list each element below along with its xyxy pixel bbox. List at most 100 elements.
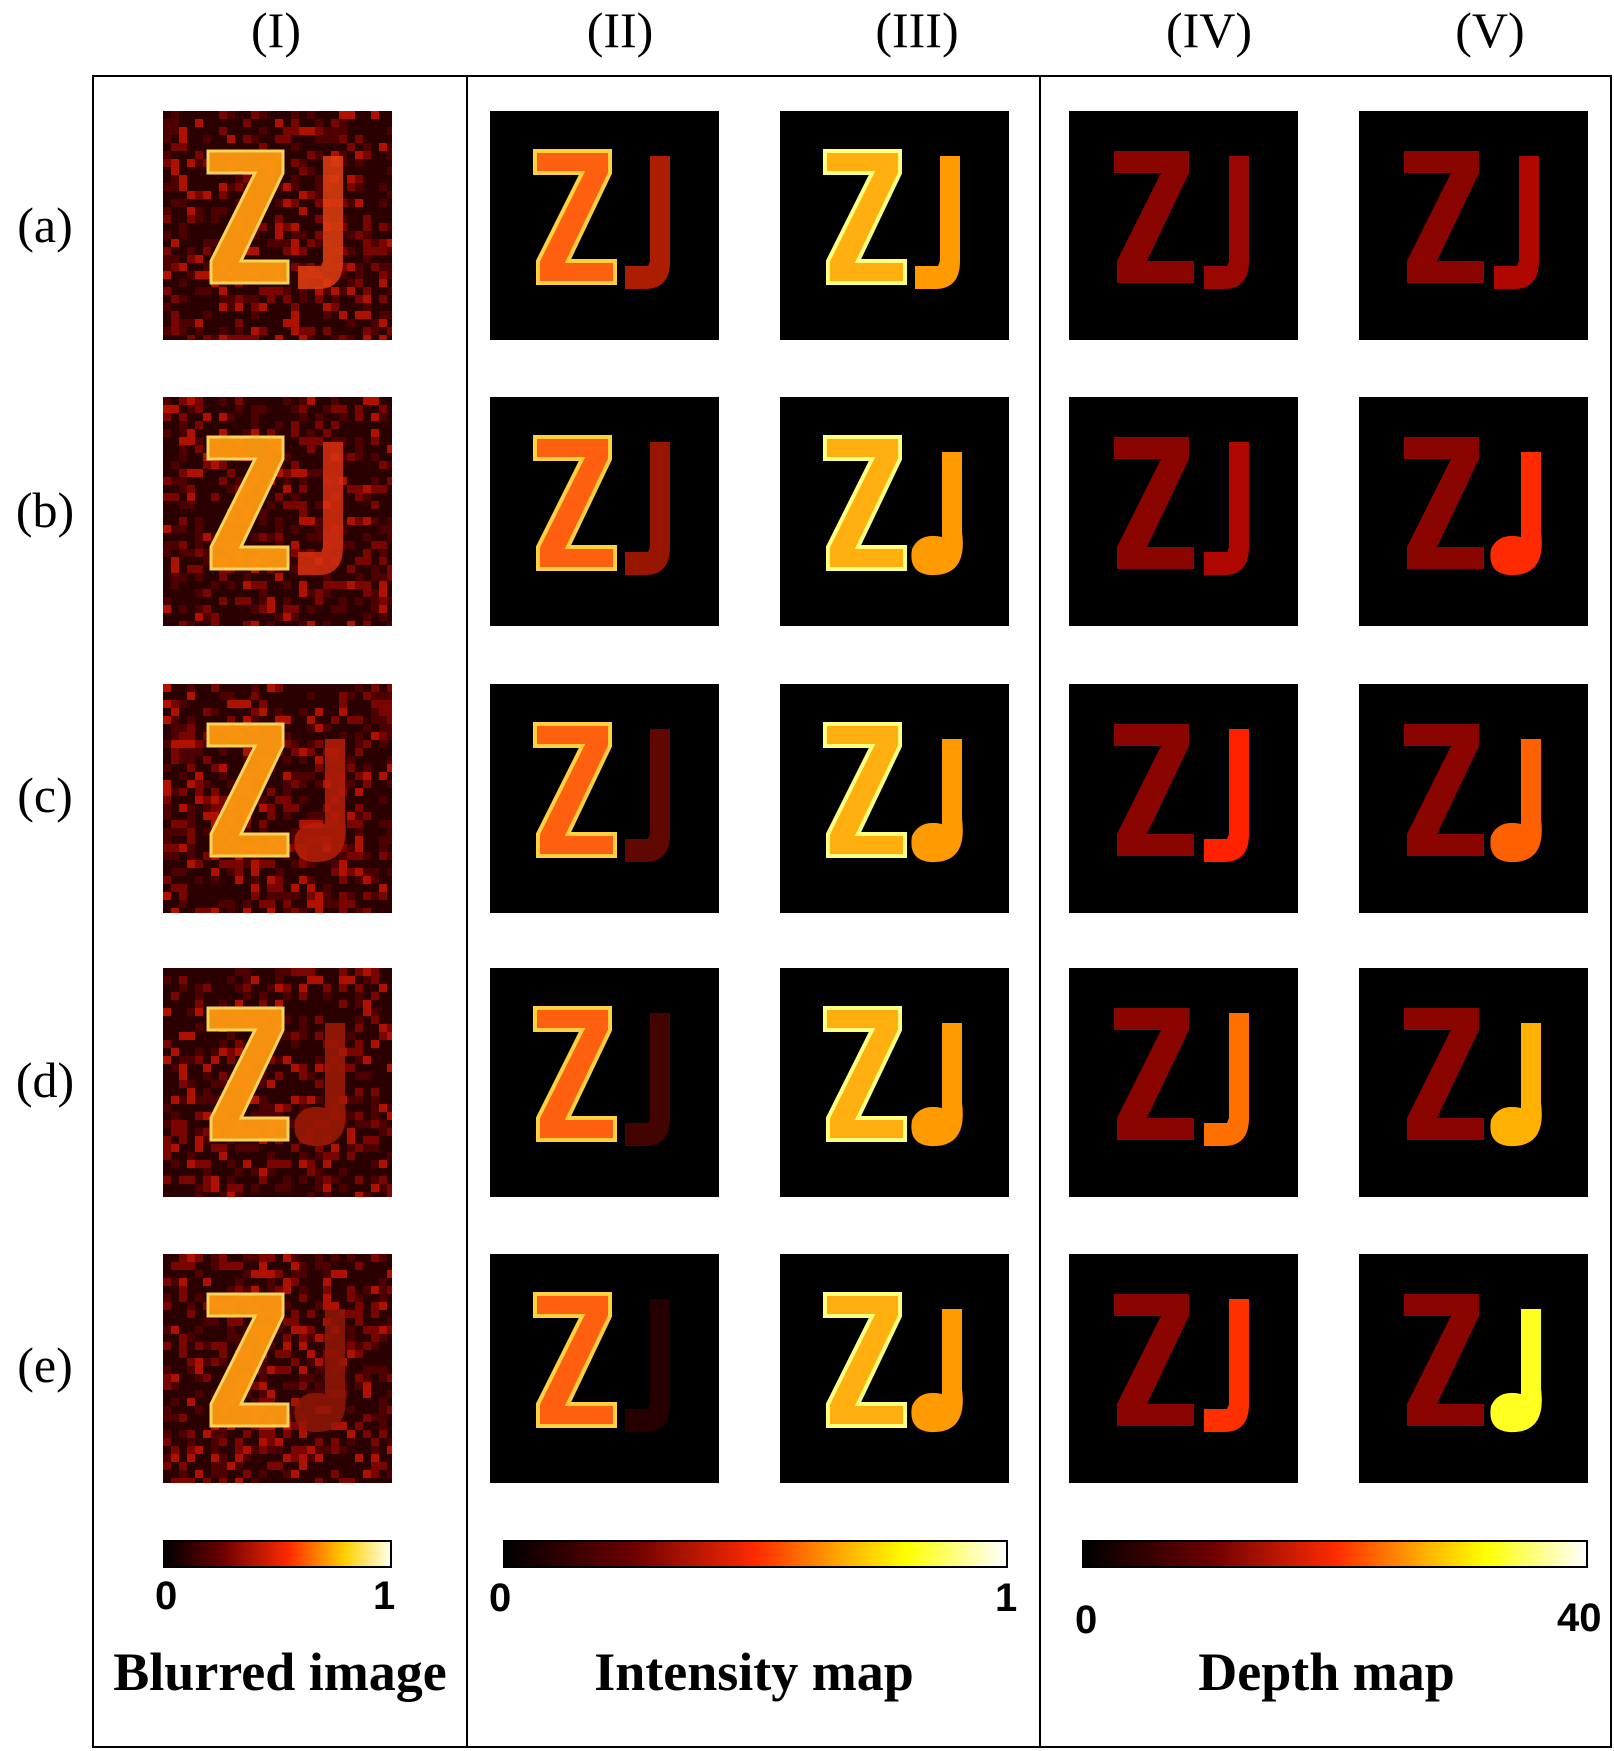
depth-colorbar-min: 0 — [1075, 1598, 1098, 1642]
letter-j — [294, 1023, 346, 1147]
letter-j — [1204, 729, 1249, 862]
column-header-III: (III) — [875, 2, 959, 58]
letter-z — [1114, 1294, 1194, 1426]
image-tile-a-I — [163, 111, 392, 340]
letter-j — [1204, 1013, 1249, 1146]
letter-j — [911, 452, 963, 576]
image-tile-d-V — [1359, 968, 1588, 1197]
letter-j — [625, 156, 670, 289]
letter-j — [294, 1309, 346, 1433]
image-tile-e-II — [490, 1254, 719, 1483]
image-tile-c-III — [780, 684, 1009, 913]
column-header-IV: (IV) — [1165, 2, 1253, 58]
image-tile-d-I — [163, 968, 392, 1197]
letter-j — [1204, 1299, 1249, 1432]
letter-j — [911, 1309, 963, 1433]
image-tile-c-IV — [1069, 684, 1298, 913]
letter-z — [206, 435, 290, 571]
letter-z — [1114, 151, 1194, 283]
blurred-panel-label: Blurred image — [113, 1642, 447, 1702]
letter-z — [1404, 1294, 1484, 1426]
image-tile-a-IV — [1069, 111, 1298, 340]
image-tile-e-IV — [1069, 1254, 1298, 1483]
blurred-colorbar-min: 0 — [155, 1574, 178, 1618]
image-tile-d-IV — [1069, 968, 1298, 1197]
letter-z — [823, 1292, 907, 1428]
column-header-V: (V) — [1455, 2, 1525, 58]
letter-z — [823, 149, 907, 285]
blurred-colorbar — [163, 1540, 392, 1568]
letter-j — [911, 739, 963, 863]
intensity-colorbar-min: 0 — [489, 1576, 512, 1620]
letter-z — [206, 722, 290, 858]
image-tile-d-III — [780, 968, 1009, 1197]
image-tile-c-V — [1359, 684, 1588, 913]
image-tile-e-III — [780, 1254, 1009, 1483]
column-header-II: (II) — [586, 2, 654, 58]
letter-z — [206, 1292, 290, 1428]
letter-z — [533, 722, 617, 858]
letter-z — [823, 1006, 907, 1142]
letter-j — [625, 1299, 670, 1432]
figure-frame — [92, 75, 1612, 1748]
letter-z — [1404, 437, 1484, 569]
intensity-colorbar — [503, 1540, 1008, 1568]
image-tile-b-IV — [1069, 397, 1298, 626]
depth-colorbar — [1082, 1540, 1588, 1568]
panel-divider-1 — [466, 75, 468, 1748]
letter-j — [1490, 1023, 1542, 1147]
letter-j — [298, 442, 343, 575]
image-tile-c-I — [163, 684, 392, 913]
letter-z — [533, 149, 617, 285]
panel-divider-2 — [1039, 75, 1041, 1748]
row-header-c: (c) — [17, 767, 73, 823]
letter-z — [823, 722, 907, 858]
image-tile-d-II — [490, 968, 719, 1197]
letter-z — [206, 1006, 290, 1142]
image-tile-a-II — [490, 111, 719, 340]
letter-z — [206, 149, 290, 285]
image-tile-b-V — [1359, 397, 1588, 626]
depth-panel-label: Depth map — [1198, 1642, 1455, 1702]
letter-j — [625, 442, 670, 575]
row-header-b: (b) — [15, 482, 75, 538]
image-tile-a-V — [1359, 111, 1588, 340]
letter-j — [911, 1023, 963, 1147]
image-tile-c-II — [490, 684, 719, 913]
letter-j — [1204, 442, 1249, 575]
letter-j — [1490, 452, 1542, 576]
letter-j — [1494, 156, 1539, 289]
letter-z — [1404, 724, 1484, 856]
letter-z — [823, 435, 907, 571]
intensity-panel-label: Intensity map — [594, 1642, 914, 1702]
intensity-colorbar-max: 1 — [995, 1576, 1018, 1620]
depth-colorbar-max: 40 — [1557, 1596, 1602, 1640]
row-header-d: (d) — [15, 1052, 75, 1108]
letter-j — [294, 739, 346, 863]
letter-j — [625, 1013, 670, 1146]
blurred-colorbar-max: 1 — [373, 1574, 396, 1618]
letter-z — [1404, 1008, 1484, 1140]
letter-z — [533, 1292, 617, 1428]
letter-z — [1114, 724, 1194, 856]
image-tile-a-III — [780, 111, 1009, 340]
letter-z — [1404, 151, 1484, 283]
letter-j — [1490, 1309, 1542, 1433]
letter-j — [298, 156, 343, 289]
image-tile-e-V — [1359, 1254, 1588, 1483]
image-tile-b-II — [490, 397, 719, 626]
letter-z — [533, 435, 617, 571]
column-header-I: (I) — [251, 2, 301, 58]
row-header-e: (e) — [17, 1337, 73, 1393]
image-tile-e-I — [163, 1254, 392, 1483]
image-tile-b-III — [780, 397, 1009, 626]
letter-j — [915, 156, 960, 289]
letter-z — [1114, 1008, 1194, 1140]
letter-z — [1114, 437, 1194, 569]
letter-j — [625, 729, 670, 862]
letter-j — [1204, 156, 1249, 289]
row-header-a: (a) — [17, 197, 73, 253]
letter-j — [1490, 739, 1542, 863]
letter-z — [533, 1006, 617, 1142]
image-tile-b-I — [163, 397, 392, 626]
